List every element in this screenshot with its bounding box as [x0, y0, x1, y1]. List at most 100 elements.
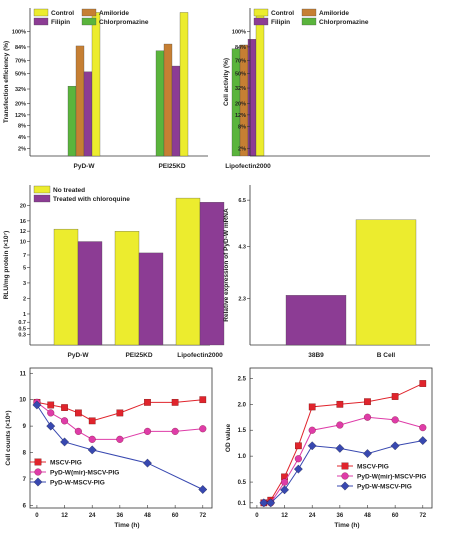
legend-label: PyD-W(mir)-MSCV-PIG — [50, 470, 119, 477]
category-label: PyD-W — [68, 352, 90, 359]
chart-6: 0 12 24 36 48 60 72 0.1 0.5 1.0 1.5 2.0 2.5 Time (h) O… — [225, 367, 433, 529]
data-point — [46, 421, 56, 431]
chart-5: 0 12 24 36 48 60 72 6 7 8 9 10 11 Time (h) Cell counts… — [5, 367, 213, 529]
data-point — [419, 380, 427, 387]
data-point — [75, 409, 82, 417]
bar-control-pyd-w — [91, 12, 101, 157]
y-tick-label: 12% — [15, 113, 26, 119]
y-tick-label: 12% — [235, 113, 246, 119]
y-tick-label: 6.5 — [238, 198, 246, 204]
y-tick-label: 0.5 — [18, 326, 26, 332]
data-point — [308, 426, 316, 434]
legend-label: PyD-W-MSCV-PIG — [50, 480, 105, 487]
y-tick-label: 32% — [15, 87, 26, 93]
y-tick-label: 7 — [23, 477, 27, 483]
data-point — [293, 464, 303, 474]
legend-label: Amiloride — [99, 10, 129, 17]
series-line-3 — [263, 440, 423, 504]
legend-swatch — [81, 17, 97, 26]
y-axis-label: RLU/mg protein (×10⁷) — [3, 231, 10, 300]
y-tick-label: 2% — [18, 146, 26, 152]
y-tick-label: 8 — [23, 451, 27, 457]
x-tick-label: 48 — [364, 513, 371, 519]
y-tick-label: 0.5 — [238, 480, 247, 486]
data-point — [294, 455, 302, 463]
data-point — [143, 427, 152, 435]
legend-label: Filipin — [271, 19, 290, 26]
chart-4: 2.3 4.3 6.5 Relative expression of PyD-W mR… — [223, 185, 430, 359]
y-tick-label: 20 — [20, 203, 26, 209]
chart-2: 2% 8% 12% 20% 32% 50% 70% 84% 100% Cell activity … — [223, 8, 430, 157]
data-point — [308, 403, 316, 411]
legend-swatch — [301, 17, 317, 26]
y-tick-label: 12 — [20, 229, 26, 235]
bar-value-b-cell — [355, 219, 417, 346]
x-axis-label: Time (h) — [334, 522, 359, 529]
legend-label: Control — [51, 10, 74, 17]
legend-label: Control — [271, 10, 294, 17]
x-tick-label: 24 — [89, 513, 96, 519]
legend-swatch — [33, 17, 49, 26]
category-label: B Cell — [377, 352, 396, 359]
data-point — [32, 400, 42, 410]
category-label: Lipofectin2000 — [177, 352, 223, 359]
y-tick-label: 2.5 — [238, 376, 247, 382]
y-tick-label: 9 — [23, 424, 27, 430]
y-tick-label: 20% — [235, 101, 246, 107]
x-tick-label: 36 — [337, 513, 344, 519]
y-tick-label: 5 — [23, 265, 26, 271]
x-tick-label: 60 — [172, 513, 179, 519]
bar-filipin-pei25kd — [171, 65, 181, 157]
y-tick-label: 20% — [15, 101, 26, 107]
y-tick-label: 7 — [23, 253, 26, 259]
legend-swatch — [81, 8, 97, 17]
bar-value-38b9 — [285, 295, 347, 346]
data-point — [74, 427, 82, 435]
data-point — [266, 498, 276, 508]
y-axis-label: Relative expression of PyD-W mRNA — [223, 208, 230, 322]
y-tick-label: 2.0 — [238, 402, 247, 408]
data-point — [116, 435, 124, 443]
data-point — [364, 398, 371, 406]
y-tick-label: 84% — [15, 45, 26, 51]
y-tick-label: 50% — [15, 72, 26, 78]
y-tick-label: 84% — [235, 45, 246, 51]
data-point — [198, 485, 208, 494]
y-tick-label: 70% — [235, 58, 246, 64]
bar-chlorpromazine-pei25kd — [155, 50, 165, 157]
legend-swatch — [33, 194, 51, 203]
bar-amiloride-pei25kd — [163, 43, 173, 157]
data-point — [363, 413, 372, 421]
data-point — [88, 417, 96, 425]
y-tick-label: 50% — [235, 72, 246, 78]
y-tick-label: 1.0 — [238, 454, 247, 460]
category-label: PEI25KD — [125, 352, 152, 359]
data-point — [259, 498, 269, 508]
x-tick-label: 72 — [199, 513, 206, 519]
y-axis-label: OD value — [225, 424, 232, 453]
y-axis-label: Cell counts (×10⁶) — [5, 410, 12, 465]
legend-swatch — [301, 8, 317, 17]
bar-amiloride-pyd-w — [75, 45, 85, 157]
data-point — [418, 436, 428, 446]
category-label: PyD-W — [74, 163, 96, 170]
legend-label: No treated — [53, 187, 85, 194]
y-tick-label: 4% — [18, 135, 26, 141]
x-tick-label: 36 — [117, 513, 124, 519]
x-tick-label: 48 — [144, 513, 151, 519]
y-tick-label: 4.3 — [238, 245, 246, 251]
chart-1: 2%4%8%12%20%32%50%70%84%100%Transfection… — [3, 8, 271, 170]
data-point — [336, 421, 344, 429]
data-point — [144, 398, 151, 406]
legend-label: PyD-W(mir)-MSCV-PIG — [357, 474, 426, 481]
data-point — [280, 485, 289, 495]
y-axis-label: Cell activity (%) — [223, 58, 230, 106]
plot-frame — [249, 367, 433, 509]
legend-marker — [341, 472, 349, 480]
legend-swatch — [33, 185, 51, 194]
data-point — [61, 417, 69, 425]
bar-no-treated-lipofectin2000 — [175, 197, 201, 346]
y-tick-label: 3 — [23, 281, 26, 287]
y-tick-label: 2 — [23, 296, 26, 302]
